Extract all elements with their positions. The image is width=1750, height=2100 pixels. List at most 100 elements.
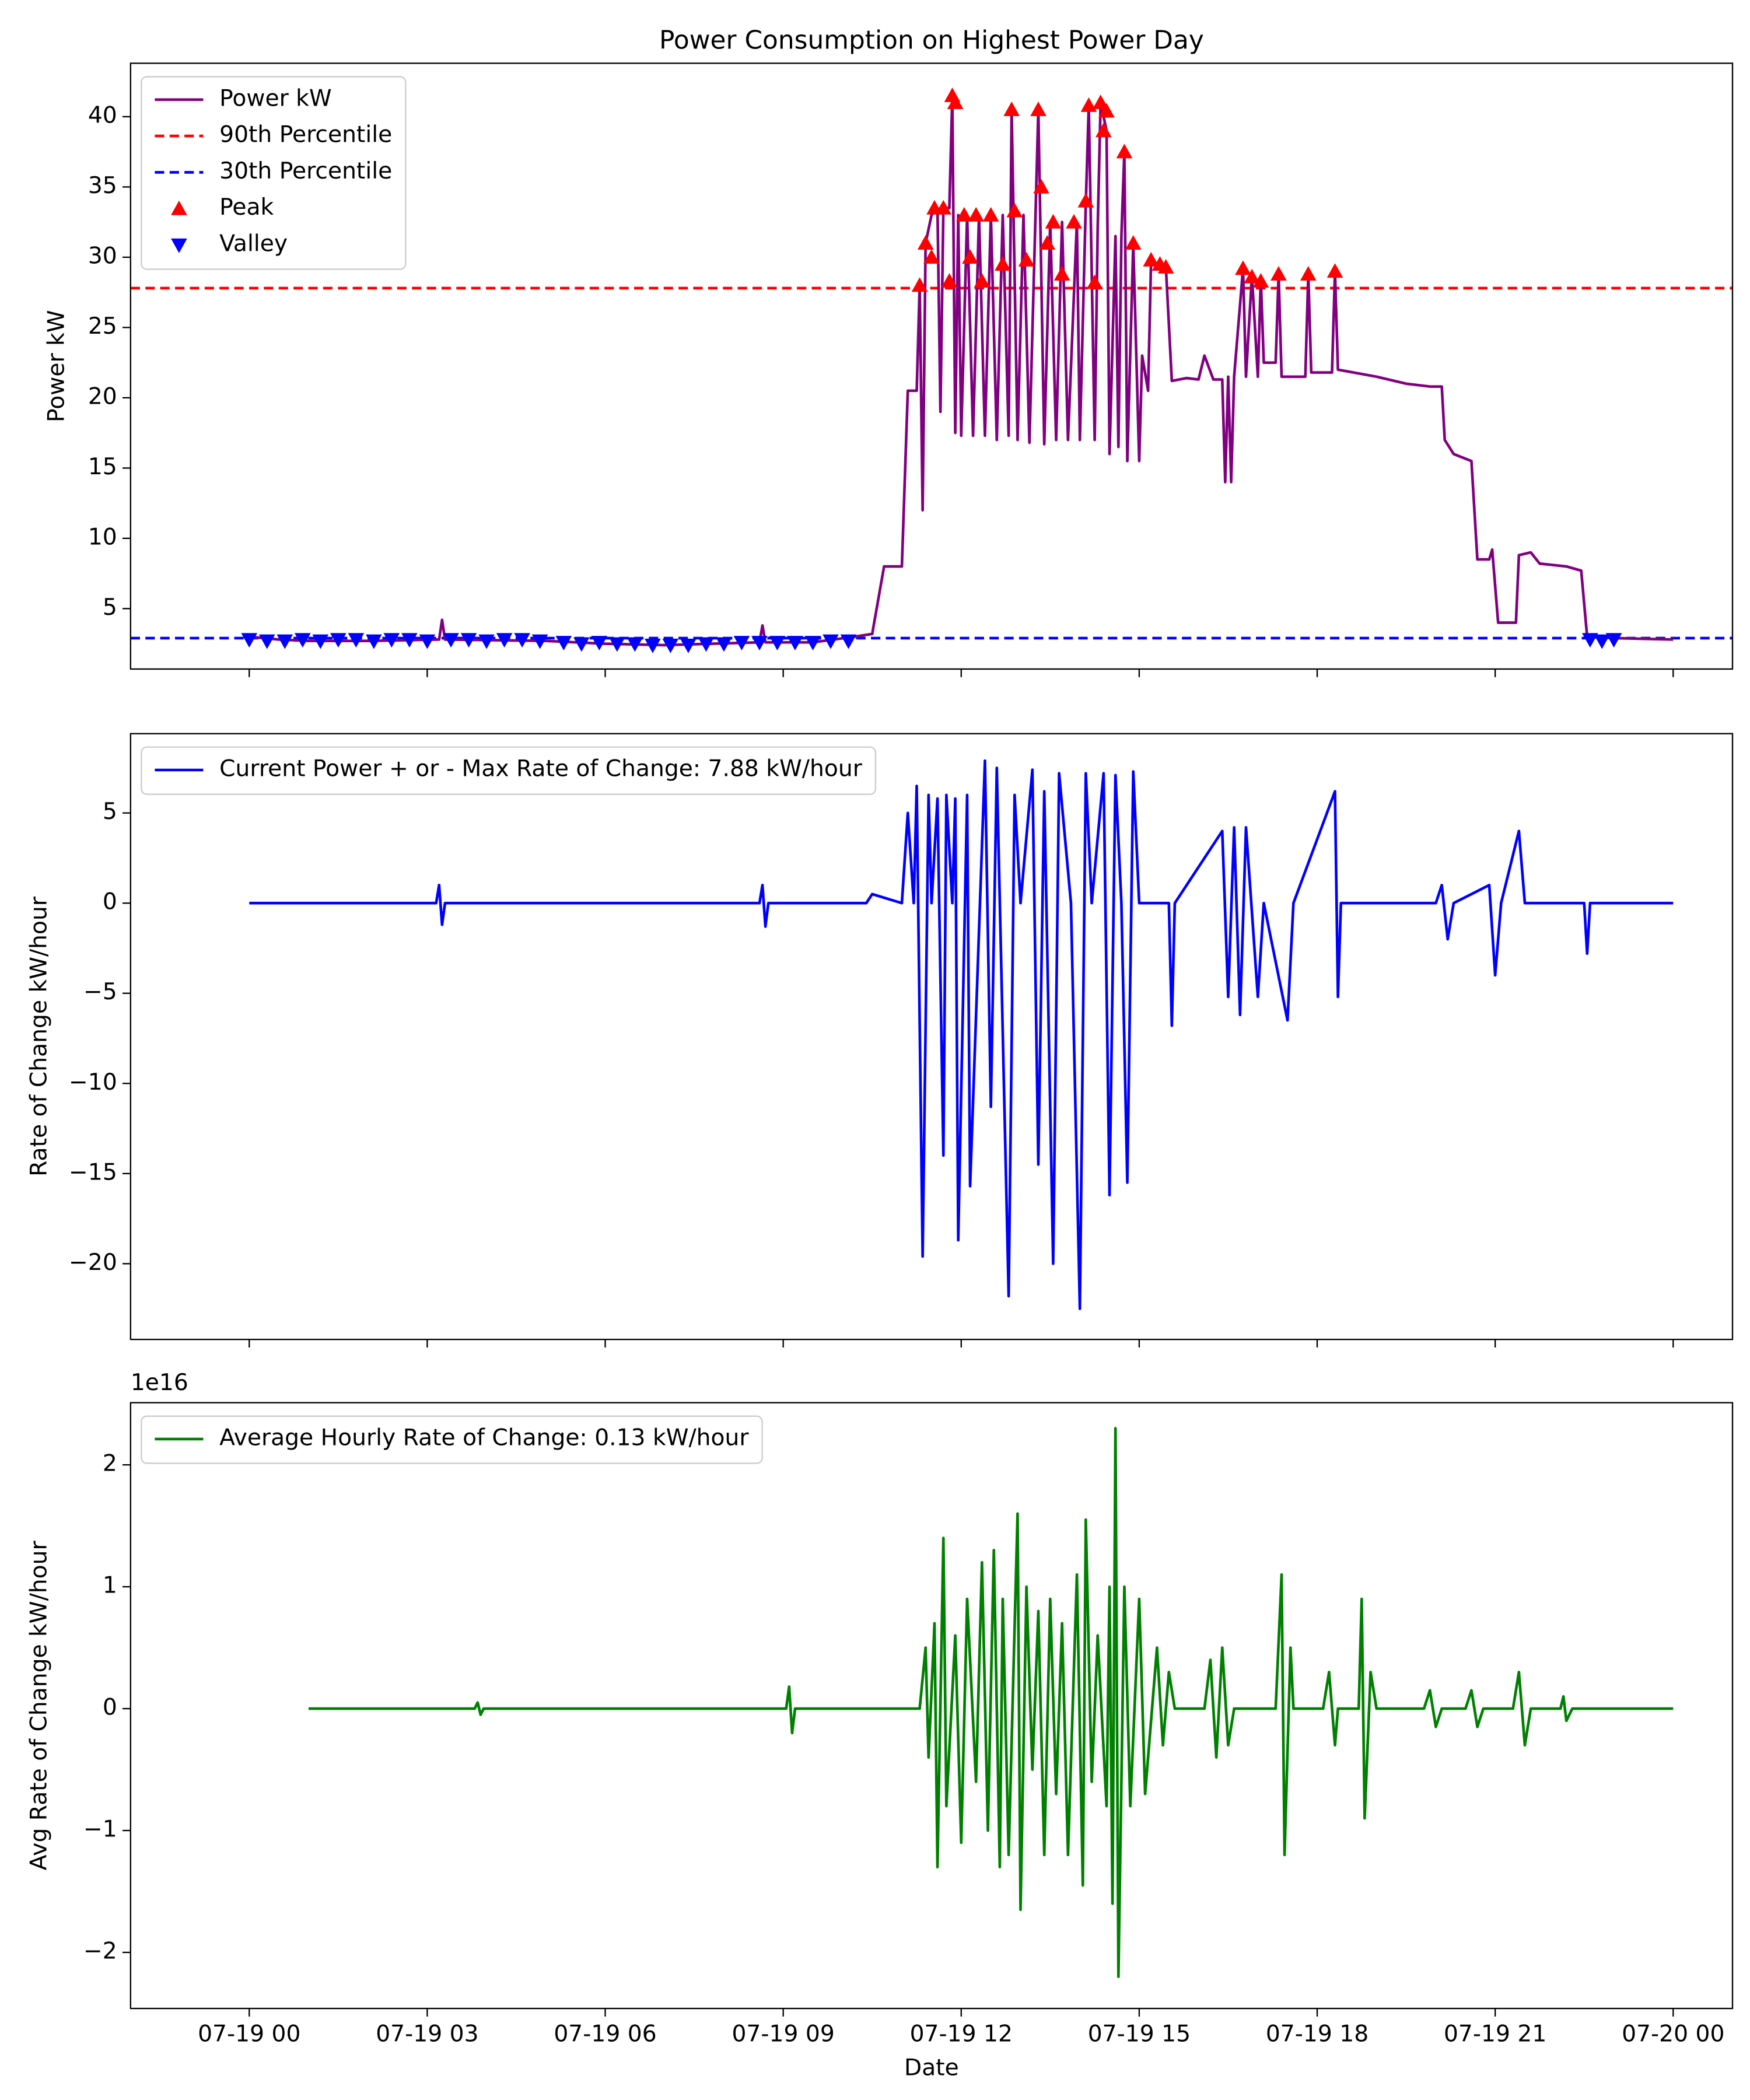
valley-marker bbox=[330, 633, 346, 648]
x-tick-label: 07-19 00 bbox=[198, 2021, 300, 2048]
peak-marker bbox=[1143, 251, 1160, 267]
y-tick-label: 1 bbox=[103, 1573, 117, 1599]
x-tick-label: 07-19 03 bbox=[376, 2021, 478, 2048]
peak-marker bbox=[1066, 214, 1082, 229]
legend-label: Current Power + or - Max Rate of Change:… bbox=[219, 756, 863, 782]
valley-marker bbox=[822, 634, 839, 649]
legend-swatch bbox=[171, 200, 187, 215]
valley-marker bbox=[573, 637, 590, 652]
valley-marker bbox=[733, 636, 750, 650]
valley-marker bbox=[276, 634, 293, 649]
valley-marker bbox=[609, 637, 625, 652]
valley-marker bbox=[460, 633, 477, 648]
peak-marker bbox=[1080, 97, 1097, 112]
peak-marker bbox=[1300, 266, 1317, 281]
valley-marker bbox=[645, 638, 661, 653]
legend-box bbox=[141, 1415, 763, 1464]
y-tick-label: −2 bbox=[83, 1938, 117, 1964]
peak-marker bbox=[1235, 260, 1251, 275]
valley-marker bbox=[698, 637, 715, 652]
plot-frame bbox=[130, 733, 1734, 1340]
valley-marker bbox=[241, 633, 258, 648]
legend-label: Average Hourly Rate of Change: 0.13 kW/h… bbox=[219, 1424, 749, 1451]
y-axis-label: Power kW bbox=[44, 310, 70, 422]
peak-marker bbox=[956, 206, 972, 222]
legend-label: 30th Percentile bbox=[219, 158, 392, 184]
y-tick-label: 20 bbox=[88, 383, 117, 410]
valley-marker bbox=[348, 633, 365, 648]
y-tick-label: −1 bbox=[83, 1817, 117, 1843]
peak-marker bbox=[962, 249, 978, 264]
y-tick-label: 35 bbox=[88, 173, 117, 199]
y-tick-label: 40 bbox=[88, 103, 117, 129]
peak-marker bbox=[1006, 202, 1023, 218]
x-tick-label: 07-19 21 bbox=[1444, 2021, 1546, 2048]
legend-label: 90th Percentile bbox=[219, 122, 392, 148]
peak-marker bbox=[1270, 266, 1287, 281]
y-tick-label: 0 bbox=[103, 1695, 117, 1721]
peak-marker bbox=[941, 273, 958, 288]
peak-marker bbox=[1096, 123, 1112, 138]
y-tick-label: −20 bbox=[69, 1250, 117, 1276]
valley-marker bbox=[840, 634, 857, 649]
valley-marker bbox=[716, 637, 732, 652]
x-tick-label: 07-19 09 bbox=[732, 2021, 834, 2048]
y-tick-label: 2 bbox=[103, 1451, 117, 1477]
peak-marker bbox=[1098, 103, 1115, 118]
x-tick-label: 07-19 18 bbox=[1266, 2021, 1368, 2048]
peak-marker bbox=[968, 206, 985, 222]
peak-marker bbox=[1018, 251, 1035, 267]
legend-box bbox=[141, 746, 877, 795]
valley-marker bbox=[514, 633, 530, 648]
peak-marker bbox=[1125, 235, 1142, 250]
y-axis-label: Rate of Change kW/hour bbox=[26, 896, 52, 1177]
peak-marker bbox=[1116, 144, 1133, 159]
x-tick-label: 07-19 06 bbox=[554, 2021, 656, 2048]
y-tick-label: 25 bbox=[88, 313, 117, 340]
peak-marker bbox=[1039, 235, 1056, 250]
valley-marker bbox=[662, 638, 679, 653]
y-tick-label: 5 bbox=[103, 594, 117, 621]
peak-marker bbox=[923, 249, 940, 264]
x-tick-label: 07-20 00 bbox=[1622, 2021, 1724, 2048]
valley-marker bbox=[294, 633, 311, 648]
valley-marker bbox=[366, 634, 382, 649]
valley-marker bbox=[804, 636, 821, 650]
peak-marker bbox=[1326, 263, 1343, 278]
peak-marker bbox=[982, 206, 999, 222]
valley-marker bbox=[626, 637, 643, 652]
peak-marker bbox=[1086, 274, 1103, 289]
data-line bbox=[249, 759, 1674, 1310]
valley-marker bbox=[787, 636, 803, 650]
peak-marker bbox=[947, 94, 964, 110]
chart-title: Power Consumption on Highest Power Day bbox=[659, 26, 1204, 55]
peak-marker bbox=[1077, 192, 1094, 208]
y-tick-label: 15 bbox=[88, 454, 117, 480]
valley-marker bbox=[751, 636, 768, 650]
legend-box bbox=[141, 76, 407, 270]
legend-swatch bbox=[171, 238, 187, 253]
x-tick-label: 07-19 12 bbox=[910, 2021, 1013, 2048]
legend-label: Peak bbox=[219, 194, 274, 220]
valley-marker bbox=[555, 636, 572, 650]
valley-marker bbox=[1605, 633, 1622, 648]
valley-marker bbox=[383, 633, 400, 648]
peak-marker bbox=[1157, 258, 1174, 274]
valley-marker bbox=[1594, 634, 1611, 649]
data-line bbox=[308, 1427, 1674, 1979]
peak-marker bbox=[1054, 266, 1070, 281]
x-tick-label: 07-19 15 bbox=[1088, 2021, 1191, 2048]
peak-marker bbox=[1003, 102, 1020, 117]
x-axis-label: Date bbox=[904, 2054, 959, 2081]
valley-marker bbox=[443, 633, 459, 648]
peak-marker bbox=[1092, 94, 1109, 110]
peak-marker bbox=[1252, 273, 1269, 288]
peak-marker bbox=[1045, 214, 1062, 229]
y-tick-label: 5 bbox=[103, 799, 117, 825]
y-tick-label: −10 bbox=[69, 1069, 117, 1096]
valley-marker bbox=[419, 634, 436, 649]
y-tick-label: 10 bbox=[88, 524, 117, 550]
peak-marker bbox=[1030, 102, 1046, 117]
